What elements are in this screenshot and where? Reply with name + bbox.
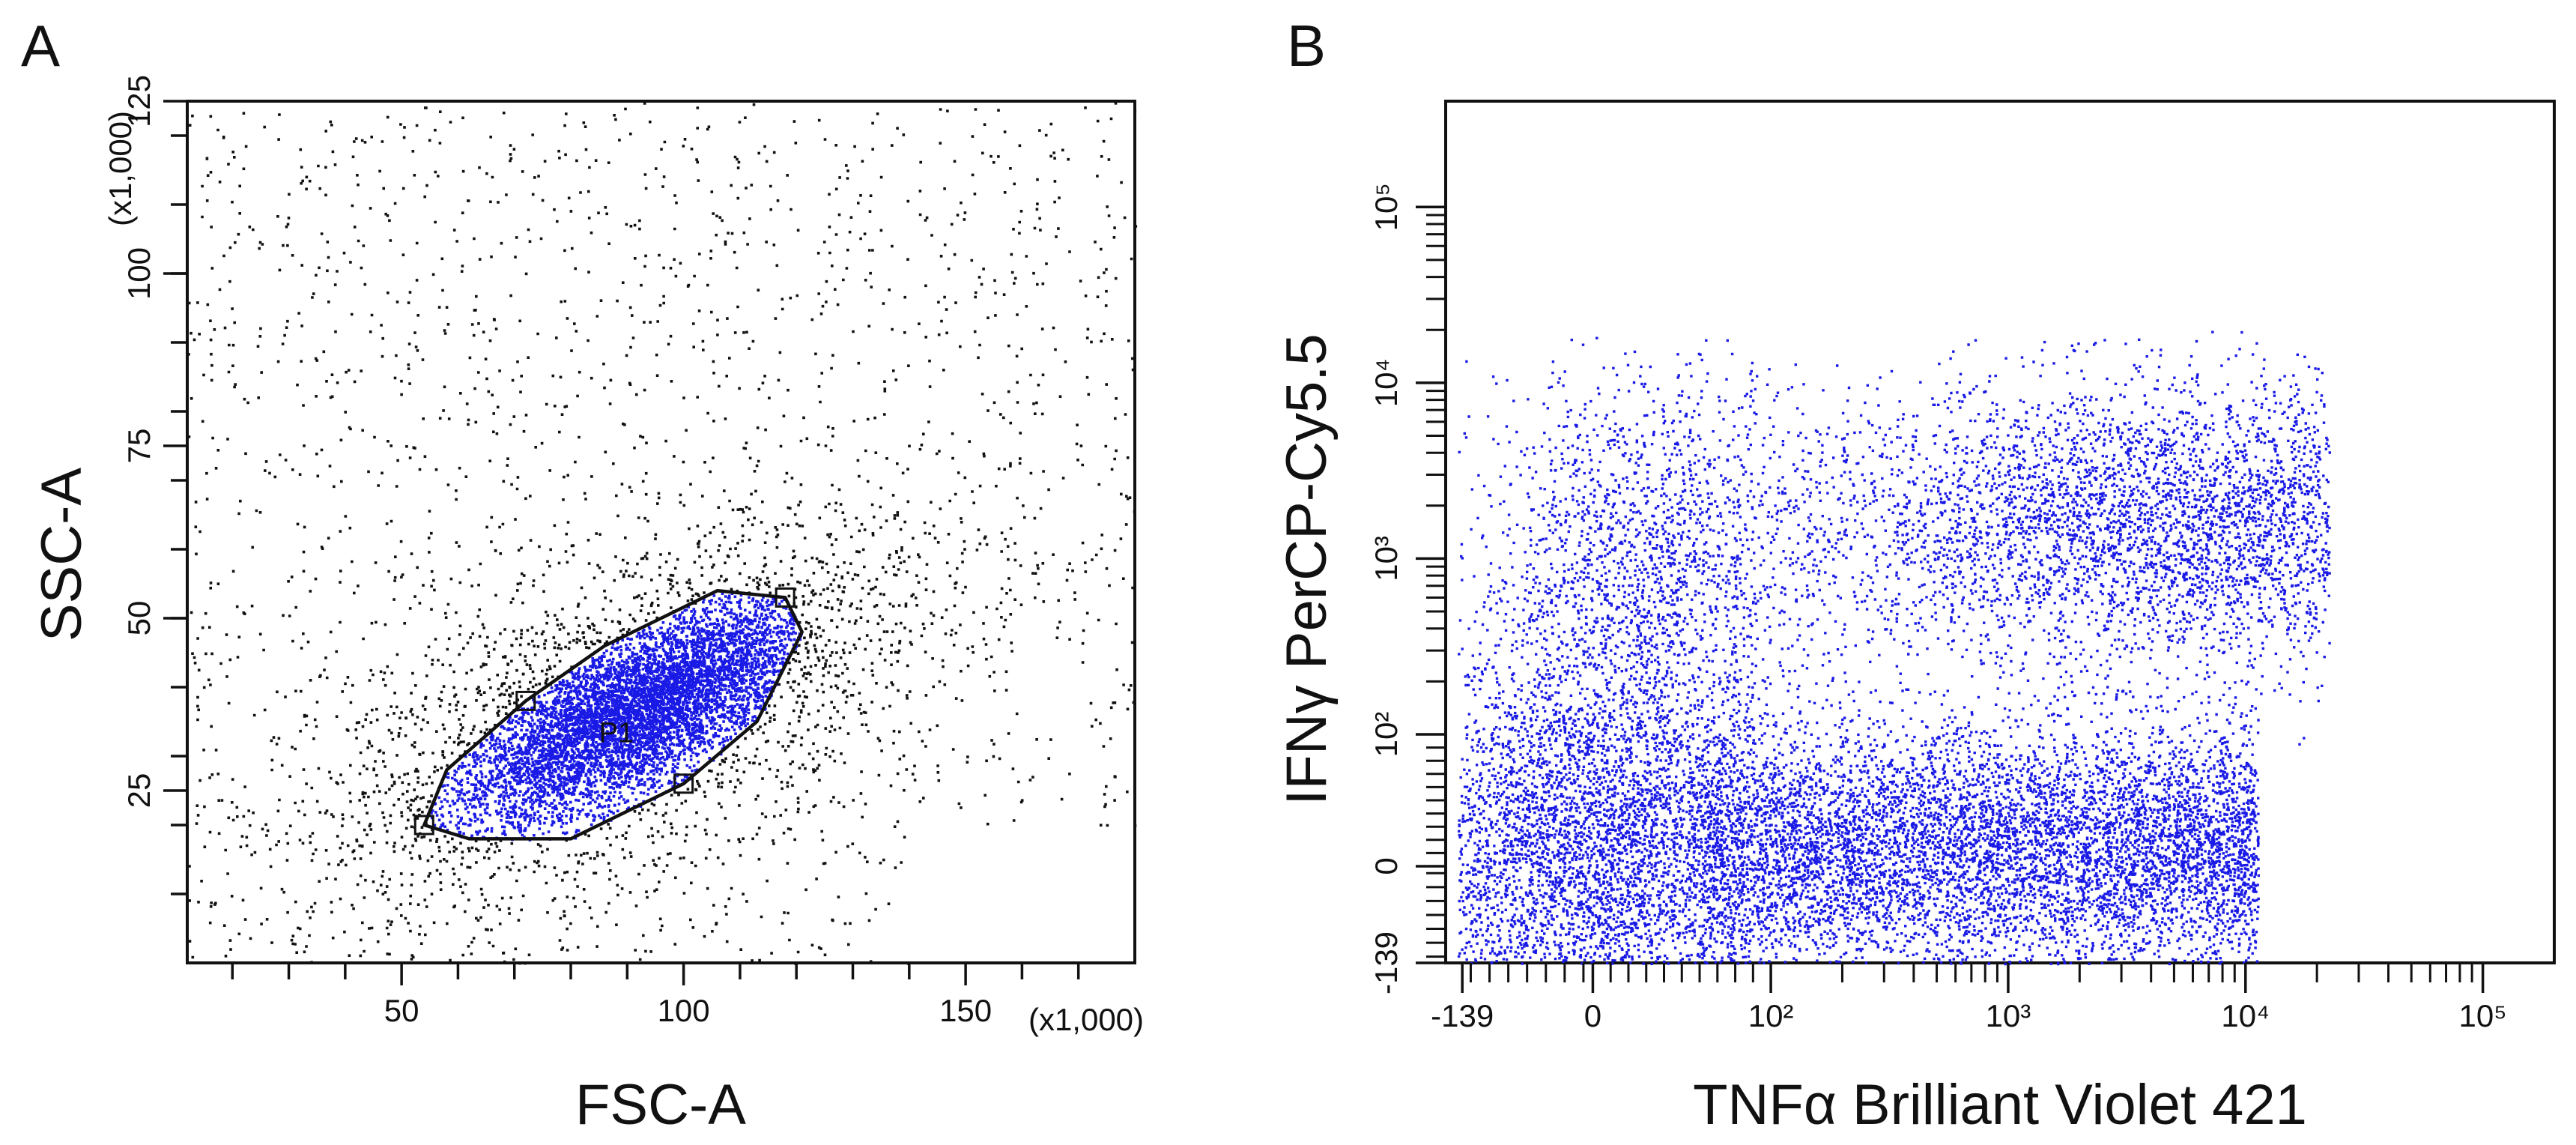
panel-letter-b: B — [1287, 13, 1326, 79]
y-tick-label-a: 75 — [121, 429, 157, 464]
y-tick-label-b: 10² — [1369, 712, 1404, 758]
axis-ticks-b: -139 0 10² 10³ 10⁴ 10⁵ -139 0 10² 10³ 10⁴ 10⁵ — [1369, 183, 2507, 1033]
x-axis-title-a: FSC-A — [575, 1073, 746, 1137]
gate-p1-handles[interactable] — [413, 587, 795, 836]
y-tick-label-b: 0 — [1369, 857, 1404, 874]
axis-ticks-a: 50 100 150 25 50 75 100 125 — [121, 75, 1080, 1028]
y-tick-label-b: 10⁵ — [1369, 183, 1404, 231]
x-tick-label-a: 150 — [939, 993, 992, 1028]
panel-a: A 50 100 150 25 50 75 100 125 P1 (x1,000) (x1,0… — [21, 13, 1144, 1137]
panel-letter-a: A — [21, 13, 60, 79]
x-tick-label-b: 10³ — [1986, 998, 2031, 1033]
x-tick-label-a: 50 — [384, 993, 419, 1028]
y-scale-note-a: (x1,000) — [103, 111, 138, 226]
x-tick-label-b: 10⁵ — [2459, 998, 2507, 1033]
gate-handle[interactable] — [673, 773, 694, 794]
x-tick-label-b: 10⁴ — [2221, 998, 2270, 1033]
scatter-points-b — [1457, 330, 2331, 966]
y-tick-label-b: 10³ — [1369, 536, 1404, 581]
y-tick-label-b: -139 — [1369, 931, 1404, 994]
y-tick-label-a: 100 — [121, 247, 157, 300]
gated-events-p1 — [430, 592, 803, 842]
x-scale-note-a: (x1,000) — [1028, 1002, 1144, 1037]
plot-area-b — [1444, 100, 2556, 964]
gate-handle[interactable] — [775, 587, 795, 608]
y-tick-label-a: 25 — [121, 773, 157, 809]
x-tick-label-b: -139 — [1431, 998, 1494, 1033]
y-axis-title-a: SSC-A — [30, 468, 94, 642]
y-tick-label-a: 125 — [121, 75, 157, 127]
gate-handle[interactable] — [515, 690, 536, 711]
x-axis-title-b: TNFα Brilliant Violet 421 — [1693, 1073, 2307, 1137]
scatter-points-a — [187, 102, 1138, 965]
y-axis-title-b: IFNγ PerCP-Cy5.5 — [1275, 333, 1339, 805]
x-tick-label-a: 100 — [658, 993, 710, 1028]
gate-p1-label: P1 — [599, 718, 634, 749]
x-tick-label-b: 10² — [1748, 998, 1794, 1033]
gate-handle[interactable] — [413, 815, 434, 836]
events-b — [1457, 330, 2331, 966]
panel-b: B -139 0 10² 10³ 10⁴ 10⁵ -139 0 10² 10³ 10⁴ 10⁵ TNF… — [1275, 13, 2556, 1137]
gate-p1-polygon[interactable] — [422, 588, 804, 841]
y-tick-label-a: 50 — [121, 601, 157, 636]
plot-area-a — [186, 100, 1136, 964]
y-tick-label-b: 10⁴ — [1369, 358, 1404, 407]
x-tick-label-b: 0 — [1584, 998, 1601, 1033]
